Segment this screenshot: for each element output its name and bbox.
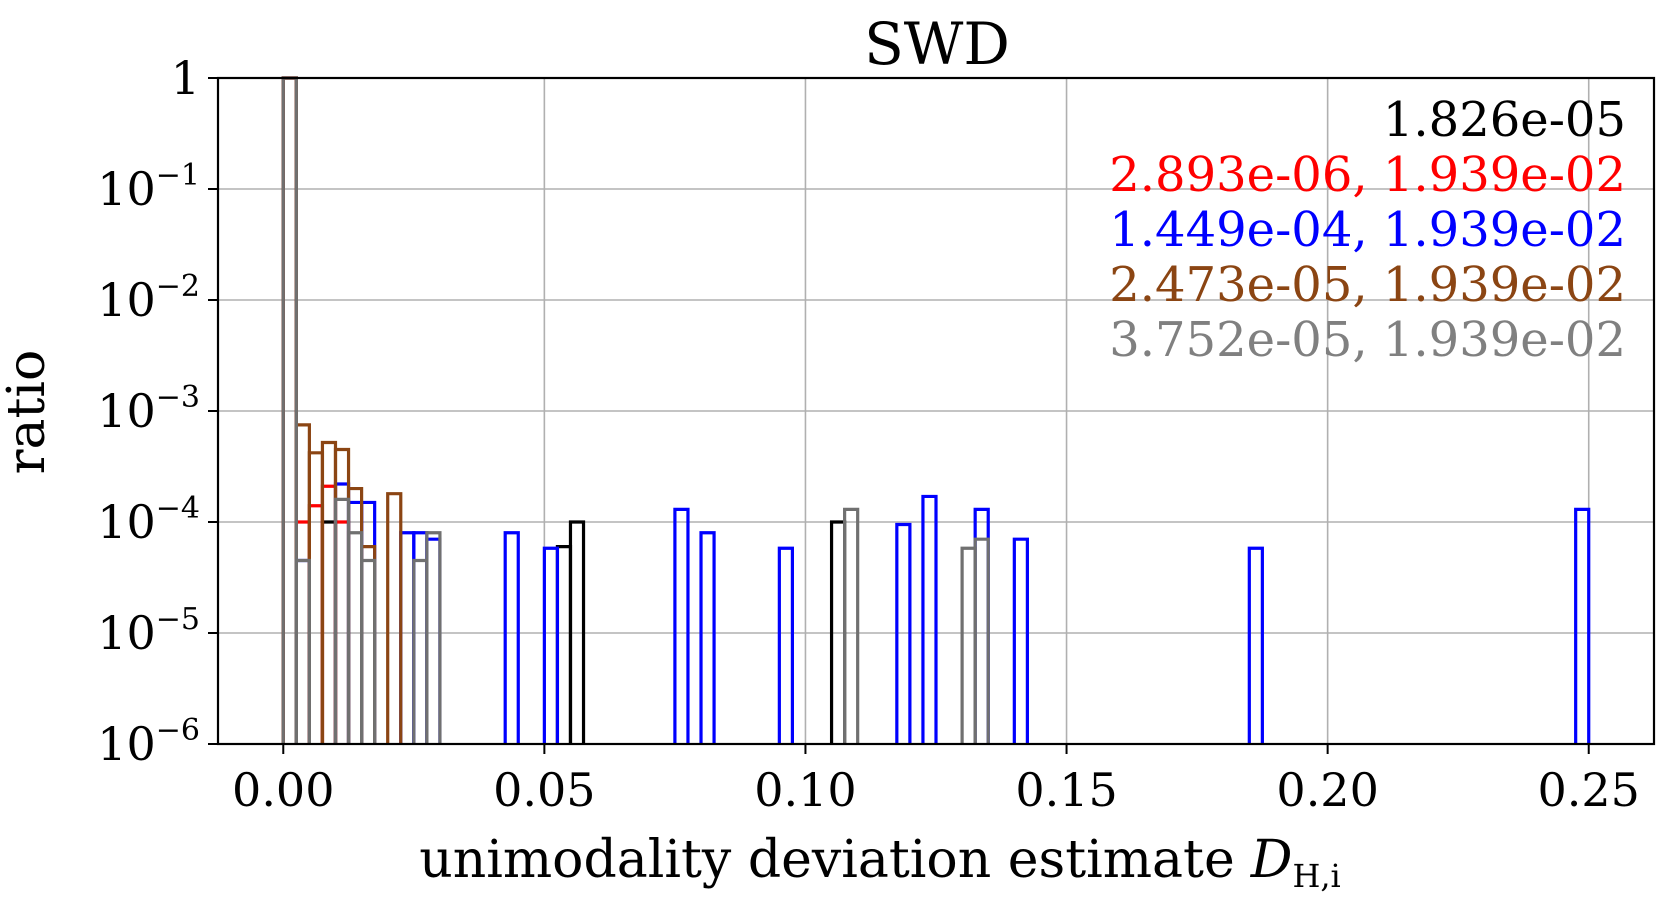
bar-black-3 (568, 520, 586, 744)
y-tick-base-6: 10 (97, 717, 156, 771)
annotation-line-1: 2.893e-06, 1.939e-02 (1109, 147, 1626, 203)
bar-blue-16 (1247, 546, 1264, 744)
y-tick-base-2: 10 (97, 273, 156, 327)
bar-blue-8 (542, 546, 560, 744)
bar-blue-15 (1012, 537, 1029, 744)
bar-gray-8 (960, 546, 977, 744)
bar-blue-14 (973, 507, 990, 744)
y-tick-base-0: 1 (171, 51, 200, 105)
bar-gray-4 (360, 558, 377, 744)
y-tick-exponent-6: −6 (156, 713, 200, 748)
annotation-block: 1.826e-052.893e-06, 1.939e-021.449e-04, … (1109, 92, 1626, 368)
bar-blue-4 (399, 531, 416, 744)
y-tick-label-4: 10−4 (97, 491, 200, 549)
bar-gray-9 (973, 537, 990, 744)
bar-blue-7 (503, 531, 520, 744)
bar-black-2 (555, 545, 573, 744)
bar-gray-6 (425, 531, 442, 744)
chart-title: SWD (864, 10, 1010, 78)
x-axis-label-subscript: H,i (1292, 857, 1340, 895)
x-tick-label-1: 0.05 (493, 763, 595, 817)
y-axis-label: ratio (0, 350, 57, 475)
y-tick-label-3: 10−3 (97, 380, 200, 438)
y-tick-label-2: 10−2 (97, 269, 200, 327)
x-tick-label-5: 0.25 (1538, 763, 1640, 817)
y-tick-base-3: 10 (97, 384, 156, 438)
bar-brown-1 (294, 423, 311, 744)
x-axis-label-symbol: D (1250, 830, 1293, 890)
x-axis-ticks: 0.00 0.05 0.10 0.15 0.20 0.25 (232, 744, 1640, 817)
bar-blue-9 (673, 507, 690, 744)
annotation-line-2: 1.449e-04, 1.939e-02 (1109, 202, 1626, 258)
x-tick-label-3: 0.15 (1015, 763, 1117, 817)
bar-gray-1 (294, 558, 311, 744)
x-tick-label-2: 0.10 (754, 763, 856, 817)
y-tick-label-6: 10−6 (97, 713, 200, 771)
bar-brown-4 (333, 447, 351, 744)
bar-brown-5 (346, 486, 364, 744)
x-tick-label-4: 0.20 (1276, 763, 1378, 817)
bar-gray-7 (843, 507, 860, 744)
bar-blue-5 (412, 531, 429, 744)
y-tick-exponent-1: −1 (156, 158, 200, 193)
annotation-line-0: 1.826e-05 (1383, 92, 1626, 148)
bar-gray-5 (412, 558, 429, 744)
y-tick-base-1: 10 (97, 162, 156, 216)
bar-brown-7 (386, 492, 403, 744)
y-axis-ticks: 110−110−210−310−410−510−6 (97, 51, 218, 771)
bar-brown-2 (307, 451, 325, 744)
bar-gray-3 (346, 531, 364, 744)
bar-red-3 (320, 484, 338, 744)
y-tick-base-5: 10 (97, 606, 156, 660)
annotation-line-3: 2.473e-05, 1.939e-02 (1109, 257, 1626, 313)
bar-blue-12 (895, 522, 912, 744)
bar-blue-6 (425, 537, 442, 744)
bar-blue-0 (294, 558, 311, 744)
bar-brown-6 (360, 545, 377, 744)
bar-blue-10 (699, 531, 716, 744)
y-tick-exponent-5: −5 (156, 602, 200, 637)
y-tick-label-5: 10−5 (97, 602, 200, 660)
y-tick-base-4: 10 (97, 495, 156, 549)
x-tick-label-0: 0.00 (232, 763, 334, 817)
bar-blue-2 (346, 500, 364, 744)
x-axis-label: unimodality deviation estimate DH,i (419, 830, 1341, 895)
bar-blue-3 (360, 500, 377, 744)
y-tick-exponent-4: −4 (156, 491, 200, 526)
bar-blue-13 (921, 494, 938, 744)
x-axis-label-text: unimodality deviation estimate (419, 830, 1234, 890)
y-tick-label-1: 10−1 (97, 158, 200, 216)
annotation-line-4: 3.752e-05, 1.939e-02 (1109, 312, 1626, 368)
bar-gray-2 (333, 497, 351, 744)
bar-blue-17 (1574, 507, 1591, 744)
bar-blue-11 (777, 546, 794, 744)
y-tick-label-0: 1 (171, 51, 200, 105)
y-tick-exponent-2: −2 (156, 269, 200, 304)
y-tick-exponent-3: −3 (156, 380, 200, 415)
bar-red-2 (307, 504, 325, 744)
